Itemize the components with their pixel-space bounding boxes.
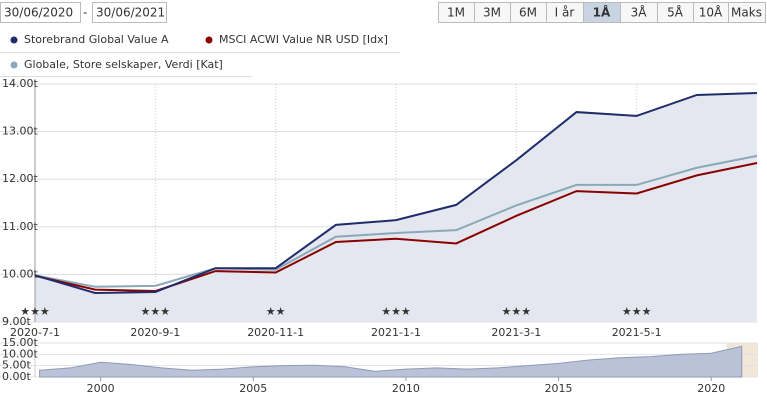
navigator-x-tick-label: 2010 [392,382,420,395]
navigator-y-tick-label: 15.00t [2,336,38,349]
x-tick-label: 2020-9-1 [130,326,180,339]
rating: ★★★ [502,305,532,318]
y-tick-label: 12.00t [2,172,38,185]
x-tick-label: 2020-7-1 [10,326,60,339]
navigator-x-tick-label: 2020 [697,382,725,395]
legend-label: Storebrand Global Value A [24,33,169,46]
navigator-x-tick-label: 2000 [87,382,115,395]
x-tick-label: 2021-1-1 [371,326,421,339]
legend-marker [10,36,18,44]
range-button-label: 1M [447,6,465,20]
navigator-x-tick-label: 2005 [239,382,267,395]
range-button-label: 5Å [667,5,684,20]
rating: ★★★ [622,305,652,318]
rating: ★★★ [141,305,171,318]
date-to: 30/06/2021 [96,6,165,20]
y-tick-label: 14.00t [2,77,38,90]
range-button-label: 1Å [593,5,611,20]
legend-label: MSCI ACWI Value NR USD [Idx] [219,33,388,46]
rating: ★★★ [381,305,411,318]
x-tick-label: 2021-3-1 [491,326,541,339]
series-line [34,154,758,288]
navigator-area [39,345,743,378]
range-button-label: 3M [483,6,501,20]
range-button-label: Maks [731,6,762,20]
legend-marker [205,36,213,44]
date-to-input[interactable] [92,2,167,23]
rating: ★★★ [20,305,50,318]
navigator-y-tick-label: 10.00t [2,347,38,360]
date-from: 30/06/2020 [4,6,73,20]
navigator-y-tick-label: 0.00t [2,370,31,383]
date-separator: - [83,6,87,20]
range-button-label: 3Å [631,5,648,20]
x-tick-label: 2021-5-1 [612,326,662,339]
series-line [34,92,758,294]
legend-marker [10,61,18,69]
rating: ★★ [266,305,286,318]
y-tick-label: 10.00t [2,267,38,280]
date-from-input[interactable] [0,2,81,23]
range-button[interactable] [728,2,766,23]
area [35,93,757,322]
y-tick-label: 11.00t [2,220,38,233]
y-tick-label: 9.00t [2,315,31,328]
range-button-label: 10Å [699,5,723,20]
range-button-label: 6M [519,6,537,20]
x-tick-label: 2020-11-1 [247,326,304,339]
range-button-label: I år [555,6,575,20]
navigator-y-tick-label: 5.00t [2,359,31,372]
controls: 30/06/2020-30/06/2021 1M 3M 6M I år 1Å 3Å 5Å 10Å… [0,2,766,23]
legend-label: Globale, Store selskaper, Verdi [Kat] [24,58,223,71]
navigator-x-tick-label: 2015 [545,382,573,395]
y-tick-label: 13.00t [2,125,38,138]
